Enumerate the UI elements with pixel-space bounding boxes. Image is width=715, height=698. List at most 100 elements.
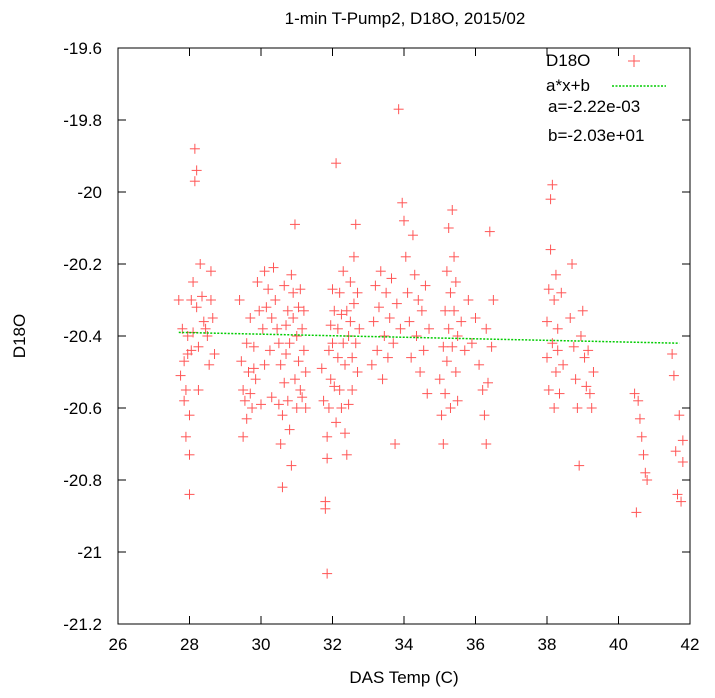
data-point [379,331,390,341]
data-point [400,251,411,262]
data-point [263,284,274,295]
data-point [300,403,311,413]
data-point [440,388,451,399]
data-point [636,431,647,442]
data-point [293,302,304,313]
data-point [256,399,266,410]
data-point [179,356,190,367]
data-point [336,403,347,413]
data-point [189,143,200,154]
data-point [197,291,208,302]
data-point [288,313,299,323]
data-point [354,323,365,334]
data-point [372,345,383,356]
data-point [266,313,277,323]
data-point [550,367,561,377]
data-point [266,392,277,403]
data-point [542,352,552,363]
data-point [186,345,197,356]
data-point [583,345,594,356]
x-tick-label: 36 [466,635,485,654]
data-point [395,323,406,334]
data-point [404,316,415,327]
legend-marker-d18o [628,55,640,67]
data-point [486,341,497,352]
data-point [466,338,477,349]
data-point [477,385,488,395]
data-point [338,338,349,349]
data-point [450,277,461,287]
data-point [386,273,397,284]
data-point [300,367,311,377]
data-point [250,374,261,385]
x-tick-label: 28 [180,635,199,654]
y-tick-label: -21 [77,543,102,562]
data-point [318,395,329,406]
data-point [327,284,338,295]
data-point [329,305,340,316]
data-point [481,323,492,334]
data-point [543,385,554,395]
data-point [441,356,452,367]
data-point [574,460,585,471]
data-point [452,395,463,406]
data-point [443,223,454,233]
data-point [420,280,431,291]
data-point [449,305,460,316]
data-point [282,395,293,406]
chart-title: 1-min T-Pump2, D18O, 2015/02 [285,9,526,28]
data-point [406,352,417,363]
data-point [239,395,250,406]
data-point [456,316,467,327]
data-point [672,489,683,500]
data-point [264,345,275,356]
data-point [277,482,288,493]
data-point [452,331,463,341]
data-point [238,431,249,442]
data-point [572,403,583,413]
data-point [547,338,558,349]
data-point [409,269,420,280]
data-point [345,277,356,287]
data-point [545,194,556,205]
data-point [273,338,284,349]
data-point [552,323,563,334]
data-point [331,158,342,169]
data-point [275,439,286,449]
legend-label-d18o: D18O [546,51,590,70]
data-point [565,313,576,323]
data-point [340,428,351,439]
data-point [316,363,327,374]
data-point [284,424,295,435]
data-point [575,331,586,341]
data-point [402,287,413,298]
data-point [277,410,288,421]
data-point [343,399,354,410]
x-tick-label: 42 [681,635,700,654]
data-point [567,259,578,269]
data-point [570,374,581,385]
data-point [284,338,295,349]
y-tick-label: -20.2 [63,255,102,274]
data-point [297,392,308,403]
data-point [556,287,567,298]
data-point [634,413,645,424]
data-point [281,349,292,359]
data-point [488,295,499,305]
data-point [334,287,345,298]
data-point [323,345,334,356]
data-point [282,305,293,316]
data-point [347,385,358,395]
x-tick-label: 30 [252,635,271,654]
data-points [173,104,688,579]
y-tick-label: -20.6 [63,399,102,418]
data-point [198,316,209,327]
data-point [415,367,426,377]
data-point [588,367,599,377]
data-point [670,446,681,457]
y-tick-label: -19.8 [63,111,102,130]
data-point [257,323,268,334]
data-point [179,395,190,406]
data-point [289,219,300,230]
